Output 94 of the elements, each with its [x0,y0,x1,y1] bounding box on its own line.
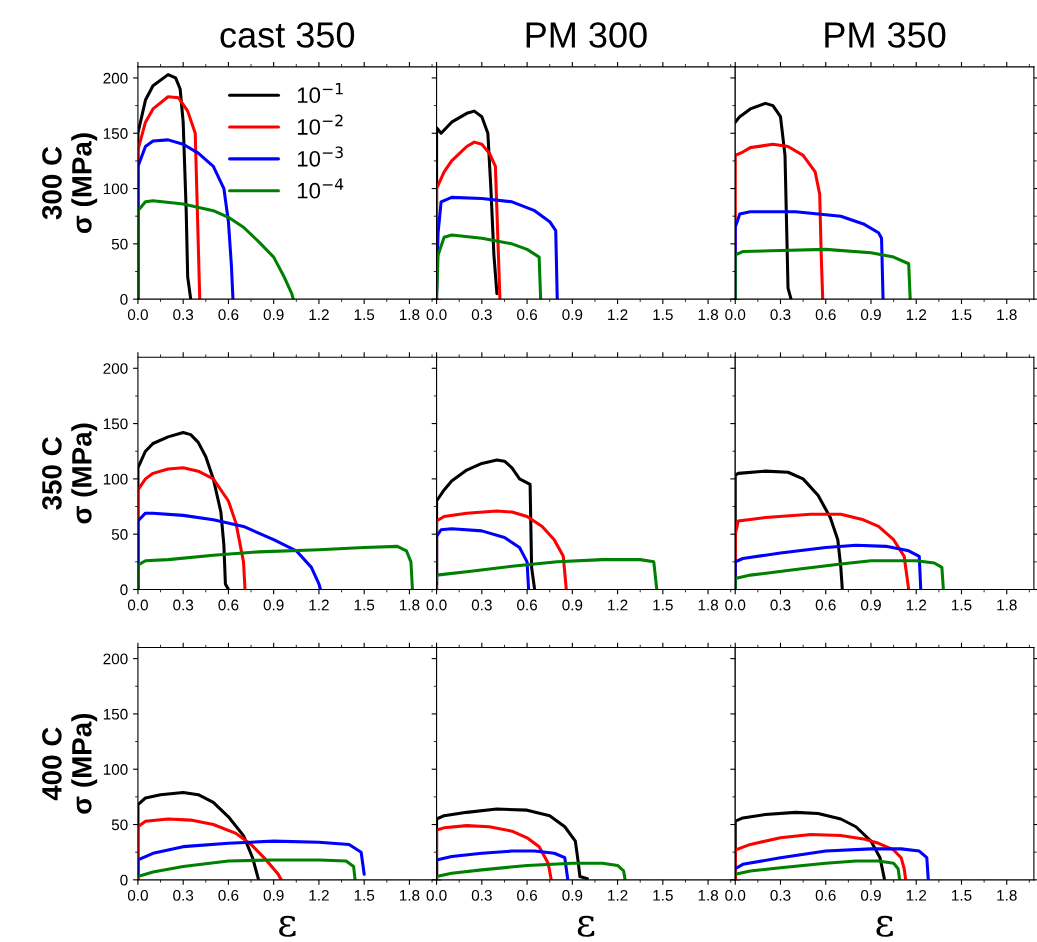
x-tick-label: 1.8 [698,309,719,321]
x-tick-label: 0.6 [218,889,239,901]
x-tick-label: 0.0 [426,309,447,321]
x-tick-label: 1.2 [608,599,628,611]
x-tick-label: 0.6 [517,309,538,321]
y-tick-label: 200 [103,653,128,665]
x-tick-label: 1.5 [354,890,375,901]
x-tick-label: 0.6 [218,599,239,611]
x-tick-label: 0.0 [426,889,447,901]
x-axis-title: ε [279,915,296,937]
line-series [137,858,357,880]
x-tick-label: 0.0 [725,889,746,901]
x-tick-label: 1.2 [906,309,927,320]
x-tick-label: 0.0 [127,309,148,321]
y-tick-label: 50 [111,529,128,540]
x-tick-label: 1.8 [399,889,420,901]
y-tick-label: 200 [103,72,128,84]
x-tick-label: 1.2 [608,309,628,320]
x-tick-label: 1.8 [698,889,719,901]
x-tick-label: 1.8 [997,889,1017,901]
x-tick-label: 0.9 [860,889,881,901]
x-tick-label: 1.5 [952,890,972,901]
y-tick-label: 200 [103,363,128,374]
x-tick-label: 1.8 [997,599,1017,611]
x-tick-label: 1.8 [399,309,420,321]
chart-title: PM 300 [526,22,647,48]
x-tick-label: 0.3 [173,309,194,321]
x-tick-label: 1.2 [309,889,329,901]
y-tick-label: 150 [103,708,128,720]
x-tick-label: 1.8 [698,599,719,611]
x-tick-label: 0.9 [562,889,583,901]
y-axis-title: 350 C σ (MPa) [42,423,98,524]
x-tick-label: 1.5 [354,309,375,321]
x-tick-label: 1.2 [906,889,927,901]
x-axis-title: ε [577,915,595,937]
x-tick-label: 0.6 [517,599,538,611]
x-tick-label: 0.3 [471,599,492,611]
x-tick-label: 0.9 [860,599,881,611]
x-tick-label: 1.2 [309,599,329,611]
y-tick-label: 150 [103,128,128,139]
y-tick-label: 100 [103,764,128,775]
x-tick-label: 0.3 [471,889,492,901]
x-tick-label: 0.6 [218,309,239,321]
x-tick-label: 0.9 [263,309,284,321]
x-tick-label: 0.3 [770,309,791,321]
y-axis-title: 300 C σ (MPa) [42,133,98,234]
x-tick-label: 0.0 [127,599,148,611]
x-tick-label: 1.5 [653,890,673,901]
x-tick-label: 0.0 [725,309,746,321]
x-tick-label: 1.2 [906,599,927,611]
x-tick-label: 0.6 [815,309,836,321]
line-series [137,544,414,590]
line-series [137,839,366,876]
y-tick-label: 0 [120,874,128,886]
x-tick-label: 0.6 [815,599,836,611]
y-axis-title: 400 C σ (MPa) [42,713,98,814]
x-tick-label: 1.8 [997,309,1017,321]
legend-label: 10$^{−2}$ [297,114,343,135]
x-tick-label: 0.9 [263,889,284,901]
x-axis-title: ε [876,915,893,937]
x-tick-label: 0.3 [471,309,492,321]
x-tick-label: 1.5 [952,309,972,321]
x-tick-label: 1.2 [309,309,329,320]
x-tick-label: 0.3 [173,889,194,901]
x-tick-label: 1.5 [952,599,972,611]
y-tick-label: 0 [120,584,128,596]
x-tick-label: 0.9 [860,309,881,321]
y-tick-label: 50 [111,238,128,250]
x-tick-label: 0.0 [127,889,148,901]
x-tick-label: 1.2 [608,889,628,901]
chart-title: cast 350 [220,22,355,48]
y-tick-label: 150 [103,418,128,430]
legend-label: 10$^{−3}$ [297,146,343,167]
chart-title: PM 350 [825,22,946,48]
x-tick-label: 1.5 [653,309,673,321]
legend-label: 10$^{−1}$ [297,82,343,104]
x-tick-label: 0.0 [426,599,447,611]
y-tick-label: 50 [111,819,128,831]
x-tick-label: 0.9 [562,309,583,321]
y-tick-label: 100 [103,183,128,195]
x-tick-label: 0.0 [725,599,746,611]
x-tick-label: 1.5 [354,599,375,611]
x-tick-label: 0.6 [517,889,538,901]
x-tick-label: 0.3 [173,599,194,611]
y-tick-label: 0 [120,294,128,305]
x-tick-label: 0.3 [770,599,791,611]
x-tick-label: 0.9 [562,599,583,611]
x-tick-label: 0.9 [263,599,284,611]
x-tick-label: 1.5 [653,599,673,611]
legend-label: 10$^{−4}$ [297,178,344,199]
y-tick-label: 100 [103,473,128,485]
x-tick-label: 0.3 [770,889,791,901]
x-tick-label: 1.8 [399,599,420,611]
x-tick-label: 0.6 [815,889,836,901]
